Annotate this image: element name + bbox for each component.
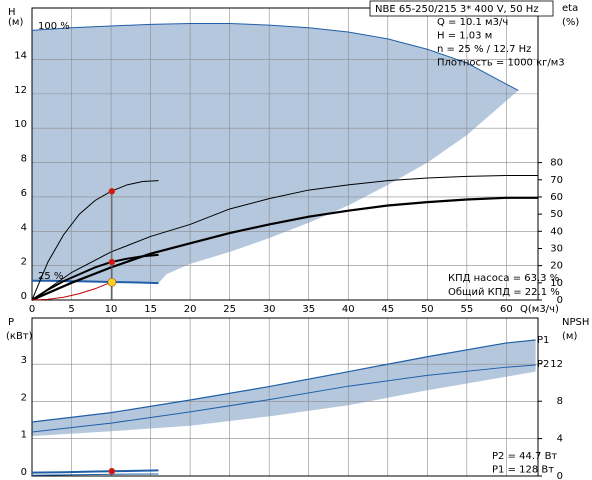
curve [31,174,538,301]
x-tick-label: 60 [500,304,513,315]
y-tick-label: 2 [21,257,27,268]
title-box [369,0,554,17]
curve [31,469,159,474]
y-tick-label: 6 [21,188,27,199]
x-tick-label: 25 [223,304,236,315]
x-tick-label: 10 [105,304,118,315]
y2-tick-label: 4 [557,434,563,445]
y2-tick-label: 30 [550,243,563,254]
y2-tick-label: 8 [557,396,563,407]
curve [32,279,159,285]
efficiency-text: Общий КПД = 22.1 % [448,287,560,298]
x-tick-label: 0 [29,304,35,315]
x-tick-label: 35 [302,304,315,315]
curve [31,22,519,91]
y2-tick-label: 0 [557,471,563,480]
y-axis-label: P [8,317,14,328]
y2-tick-label: 50 [550,209,563,220]
plot-border [31,317,539,477]
curve-label: P1 [537,335,549,346]
curve-label: 100 % [38,21,70,32]
y-tick-label: 12 [14,85,27,96]
y-axis-unit: (м) [8,17,23,28]
y2-tick-label: 40 [550,226,563,237]
y-tick-label: 0 [21,467,27,478]
y2-tick-label: 70 [550,175,563,186]
info-text: n = 25 % / 12.7 Hz [437,44,531,55]
x-tick-label: 20 [184,304,197,315]
operating-range [32,23,519,284]
duty-point [108,187,116,195]
curve [31,180,159,301]
y-tick-label: 1 [21,430,27,441]
efficiency-text: КПД насоса = 63.3 % [448,273,559,284]
y2-tick-label: 60 [550,192,563,203]
y-tick-label: 8 [21,154,27,165]
x-tick-label: 30 [263,304,276,315]
info-text: Плотность = 1000 кг/м3 [437,58,565,69]
y-tick-label: 3 [21,355,27,366]
curve [31,339,536,423]
curve-label: P2 [537,359,549,370]
y-tick-label: 4 [21,222,27,233]
y2-axis-unit: (%) [562,17,579,28]
chart-title: NBE 65-250/215 3* 400 V, 50 Hz [375,4,539,15]
x-tick-label: 55 [460,304,473,315]
y2-axis-label: NPSH [562,317,589,328]
y2-tick-label: 0 [557,295,563,306]
info-text: Q = 10.1 м3/ч [437,17,508,28]
info-text: P1 = 128 Вт [492,465,554,476]
curve-label: 25 % [38,271,63,282]
y2-tick-label: 20 [550,261,563,272]
y2-axis-unit: (м) [562,331,577,342]
x-tick-label: 40 [342,304,355,315]
y-tick-label: 10 [14,119,27,130]
y-tick-label: 0 [21,291,27,302]
x-tick-label: 50 [421,304,434,315]
y2-tick-label: 80 [550,158,563,169]
y-tick-label: 14 [14,51,27,62]
x-axis-label: Q(м3/ч) [520,304,559,315]
curve [31,281,112,301]
y2-tick-label: 10 [550,278,563,289]
duty-point [108,258,116,266]
y-axis-unit: (кВт) [6,331,33,342]
y2-tick-label: 12 [550,359,563,370]
x-tick-label: 5 [68,304,74,315]
y-axis-label: H [8,7,16,18]
x-tick-label: 15 [144,304,157,315]
y2-axis-label: eta [562,3,578,14]
info-text: H = 1.03 м [437,31,492,42]
curve [31,196,538,302]
info-text: P2 = 44.7 Вт [492,451,557,462]
duty-point [108,467,116,475]
y-tick-label: 2 [21,392,27,403]
x-tick-label: 45 [381,304,394,315]
duty-point [107,278,117,287]
curve [31,364,536,433]
curve [31,473,159,476]
plot-border [31,7,539,301]
